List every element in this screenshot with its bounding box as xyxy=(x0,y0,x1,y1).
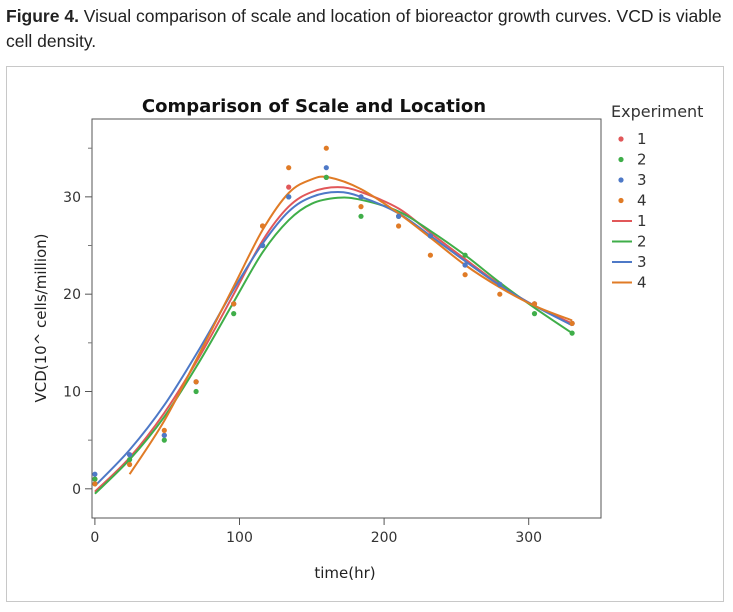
data-point-4 xyxy=(323,145,329,151)
data-point-4 xyxy=(161,427,167,433)
legend-label-point-4: 4 xyxy=(637,192,647,210)
chart-title: Comparison of Scale and Location xyxy=(142,96,486,117)
data-point-2 xyxy=(358,213,364,219)
data-point-2 xyxy=(193,388,199,395)
legend-marker-1 xyxy=(618,136,624,142)
data-point-3 xyxy=(462,262,468,268)
fit-curve-1 xyxy=(94,186,573,493)
figure-caption: Figure 4. Visual comparison of scale and… xyxy=(6,4,726,54)
data-point-3 xyxy=(323,165,329,171)
data-point-4 xyxy=(92,481,98,487)
data-point-4 xyxy=(193,379,199,385)
data-point-2 xyxy=(92,476,98,482)
data-point-2 xyxy=(569,330,575,336)
legend-label-line-4: 4 xyxy=(637,274,647,292)
legend-label-line-3: 3 xyxy=(637,253,647,271)
y-axis-label: VCD(10^ cells/million) xyxy=(32,233,50,402)
legend-title: Experiment xyxy=(611,102,703,121)
data-point-3 xyxy=(497,281,503,287)
data-points xyxy=(92,145,575,487)
x-tick-label: 0 xyxy=(90,530,99,546)
data-point-3 xyxy=(286,194,292,200)
legend-label-line-1: 1 xyxy=(637,212,647,230)
legend-marker-4 xyxy=(618,197,624,204)
data-point-1 xyxy=(286,184,292,190)
x-tick-label: 100 xyxy=(226,530,253,546)
data-point-2 xyxy=(161,437,167,443)
legend-marker-3 xyxy=(618,177,624,183)
x-tick-label: 300 xyxy=(515,530,542,546)
data-point-4 xyxy=(569,320,575,326)
data-point-4 xyxy=(231,301,237,307)
data-point-4 xyxy=(358,204,364,210)
x-tick-label: 200 xyxy=(371,530,398,546)
caption-text: Visual comparison of scale and location … xyxy=(6,6,722,51)
data-point-2 xyxy=(127,457,133,463)
data-point-3 xyxy=(427,233,433,239)
data-point-4 xyxy=(427,252,433,258)
data-point-3 xyxy=(161,432,167,438)
data-point-3 xyxy=(92,471,98,477)
y-tick-label: 30 xyxy=(63,190,81,206)
legend-label-point-2: 2 xyxy=(637,151,647,169)
data-point-3 xyxy=(260,242,266,249)
y-tick-label: 10 xyxy=(63,384,81,400)
data-point-2 xyxy=(462,252,468,258)
data-point-4 xyxy=(531,301,538,307)
y-tick-label: 0 xyxy=(72,482,81,498)
legend-label-point-1: 1 xyxy=(637,130,647,148)
legend-label-point-3: 3 xyxy=(637,171,647,189)
caption-label: Figure 4. xyxy=(6,6,79,26)
fit-curve-3 xyxy=(94,190,573,487)
data-point-4 xyxy=(127,461,133,468)
data-point-3 xyxy=(358,194,364,200)
legend: Experiment 1 2 3 4 1 2 3 4 xyxy=(611,102,703,292)
data-point-3 xyxy=(127,452,133,458)
legend-label-line-2: 2 xyxy=(637,233,647,251)
data-point-4 xyxy=(396,223,402,229)
data-point-2 xyxy=(323,174,329,180)
data-point-4 xyxy=(497,291,503,297)
data-point-3 xyxy=(396,213,402,219)
fit-curves xyxy=(94,175,573,495)
data-point-2 xyxy=(531,311,538,317)
fit-curve-4 xyxy=(128,175,573,475)
y-tick-label: 20 xyxy=(63,287,81,303)
data-point-4 xyxy=(462,272,468,278)
data-point-2 xyxy=(231,311,237,317)
axes: 0 100 200 300 0 10 20 30 xyxy=(63,147,542,546)
data-point-4 xyxy=(260,223,266,229)
x-axis-label: time(hr) xyxy=(314,564,375,582)
data-point-4 xyxy=(286,165,292,171)
plot-area xyxy=(91,118,602,519)
legend-marker-2 xyxy=(618,156,624,163)
